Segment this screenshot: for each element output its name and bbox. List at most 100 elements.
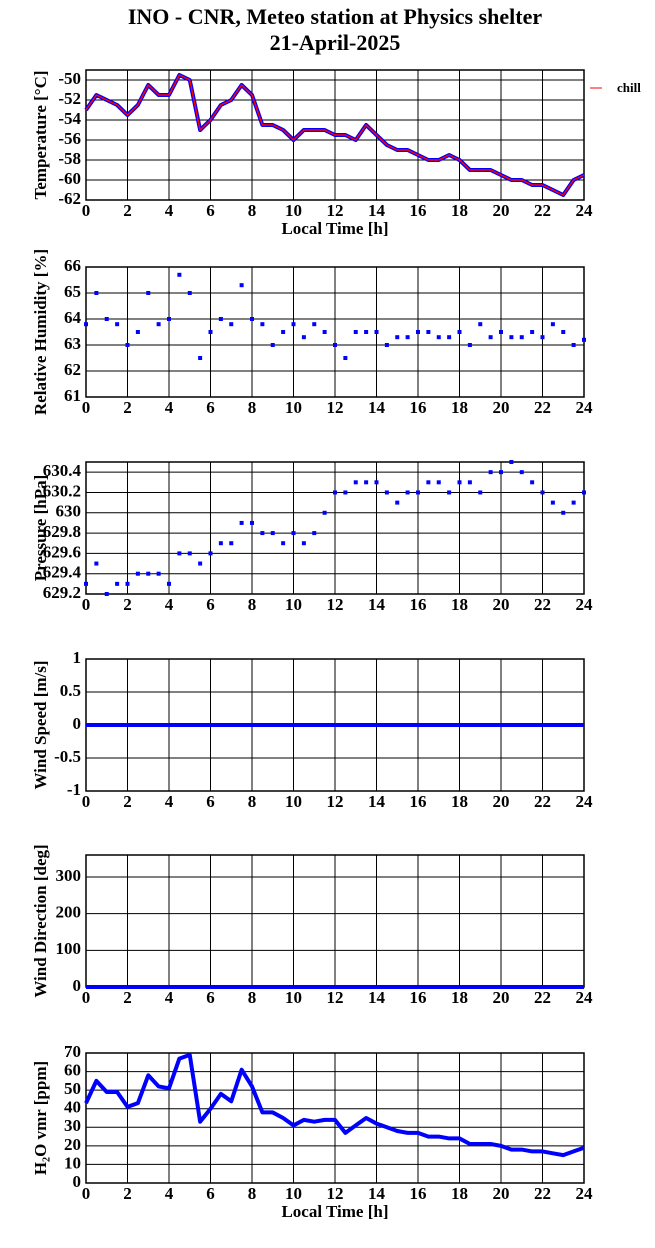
x-tick-label: 2	[123, 595, 132, 614]
y-tick-label: -56	[58, 129, 81, 148]
y-tick-label: 61	[64, 386, 81, 405]
data-point	[250, 520, 254, 525]
y-tick-label: 100	[56, 939, 82, 958]
x-tick-label: 24	[576, 398, 594, 417]
data-point	[540, 335, 545, 340]
x-tick-label: 16	[410, 398, 427, 417]
data-point	[416, 490, 420, 495]
data-point	[208, 330, 213, 334]
data-point	[374, 480, 379, 485]
data-point	[322, 330, 327, 334]
data-point	[291, 531, 296, 536]
x-tick-label: 8	[248, 398, 257, 417]
y-tick-label: 300	[56, 866, 82, 885]
y-tick-label: 30	[64, 1116, 81, 1135]
data-point	[239, 283, 244, 288]
x-tick-label: 4	[165, 792, 174, 811]
data-point	[509, 460, 514, 464]
y-tick-label: -62	[58, 189, 81, 208]
data-point	[530, 480, 535, 485]
page-subtitle: 21-April-2025	[270, 30, 401, 55]
y-tick-label: 200	[56, 903, 82, 922]
y-tick-label: 70	[64, 1042, 81, 1061]
data-point	[218, 541, 223, 546]
y-tick-label: 40	[64, 1098, 81, 1117]
x-tick-label: 12	[327, 398, 344, 417]
data-point	[519, 335, 524, 340]
y-tick-label: 64	[64, 308, 82, 327]
data-point	[457, 480, 462, 485]
x-tick-label: 18	[451, 988, 468, 1007]
x-tick-label: 8	[248, 595, 257, 614]
data-point	[146, 291, 151, 295]
x-tick-label: 14	[368, 792, 386, 811]
data-point	[374, 330, 379, 334]
data-point	[115, 322, 120, 327]
x-tick-label: 12	[327, 792, 344, 811]
x-tick-label: 4	[165, 595, 174, 614]
x-tick-label: 2	[123, 201, 132, 220]
x-tick-label: 24	[576, 1184, 594, 1203]
data-point	[395, 500, 400, 505]
y-axis-label: Relative Humidity [%]	[31, 249, 50, 415]
data-point	[384, 343, 389, 347]
x-tick-label: 8	[248, 792, 257, 811]
data-point	[260, 531, 265, 536]
data-point	[135, 571, 140, 576]
y-tick-label: -54	[58, 109, 81, 128]
x-tick-label: 10	[285, 201, 302, 220]
x-tick-label: 2	[123, 792, 132, 811]
data-point	[384, 490, 389, 495]
data-point	[187, 291, 192, 295]
data-point	[94, 291, 99, 295]
data-point	[239, 520, 244, 525]
data-point	[250, 317, 254, 321]
x-tick-label: 14	[368, 988, 386, 1007]
x-tick-label: 0	[82, 595, 91, 614]
x-tick-label: 16	[410, 988, 427, 1007]
data-point	[281, 541, 286, 546]
x-tick-label: 2	[123, 1184, 132, 1203]
data-point	[488, 470, 493, 475]
y-tick-label: -1	[67, 780, 81, 799]
x-tick-label: 12	[327, 988, 344, 1007]
data-point	[582, 337, 586, 342]
y-tick-label: 60	[64, 1060, 81, 1079]
data-point	[478, 322, 483, 327]
y-axis-label: Temperature [°C]	[31, 70, 50, 199]
x-tick-label: 10	[285, 398, 302, 417]
x-tick-label: 0	[82, 1184, 91, 1203]
y-axis-label: Wind Speed [m/s]	[31, 660, 50, 789]
x-tick-label: 20	[493, 1184, 510, 1203]
x-tick-label: 8	[248, 1184, 257, 1203]
y-tick-label: -58	[58, 149, 81, 168]
x-tick-label: 14	[368, 398, 386, 417]
panel: -62-60-58-56-54-52-500 2 4 6 8 10 12 14 16 18 20 22…	[31, 69, 641, 238]
x-tick-label: 18	[451, 595, 468, 614]
y-tick-label: 629.4	[43, 563, 82, 582]
x-tick-label: 16	[410, 1184, 427, 1203]
data-point	[156, 571, 161, 576]
x-tick-label: 10	[285, 988, 302, 1007]
data-point	[84, 581, 88, 586]
data-point	[530, 330, 535, 334]
x-tick-label: 20	[493, 201, 510, 220]
x-tick-label: 12	[327, 595, 344, 614]
y-tick-label: 10	[64, 1153, 81, 1172]
x-axis-label: Local Time [h]	[281, 1202, 388, 1221]
data-point	[312, 322, 317, 327]
x-tick-label: 0	[82, 201, 91, 220]
data-point	[260, 322, 265, 327]
y-tick-label: -60	[58, 169, 81, 188]
data-point	[167, 581, 171, 586]
data-point	[301, 335, 306, 340]
x-tick-label: 2	[123, 988, 132, 1007]
y-tick-label: -0.5	[54, 747, 81, 766]
y-tick-label: 629.6	[43, 542, 81, 561]
data-point	[343, 490, 348, 495]
x-tick-label: 12	[327, 1184, 344, 1203]
data-point	[84, 322, 88, 327]
